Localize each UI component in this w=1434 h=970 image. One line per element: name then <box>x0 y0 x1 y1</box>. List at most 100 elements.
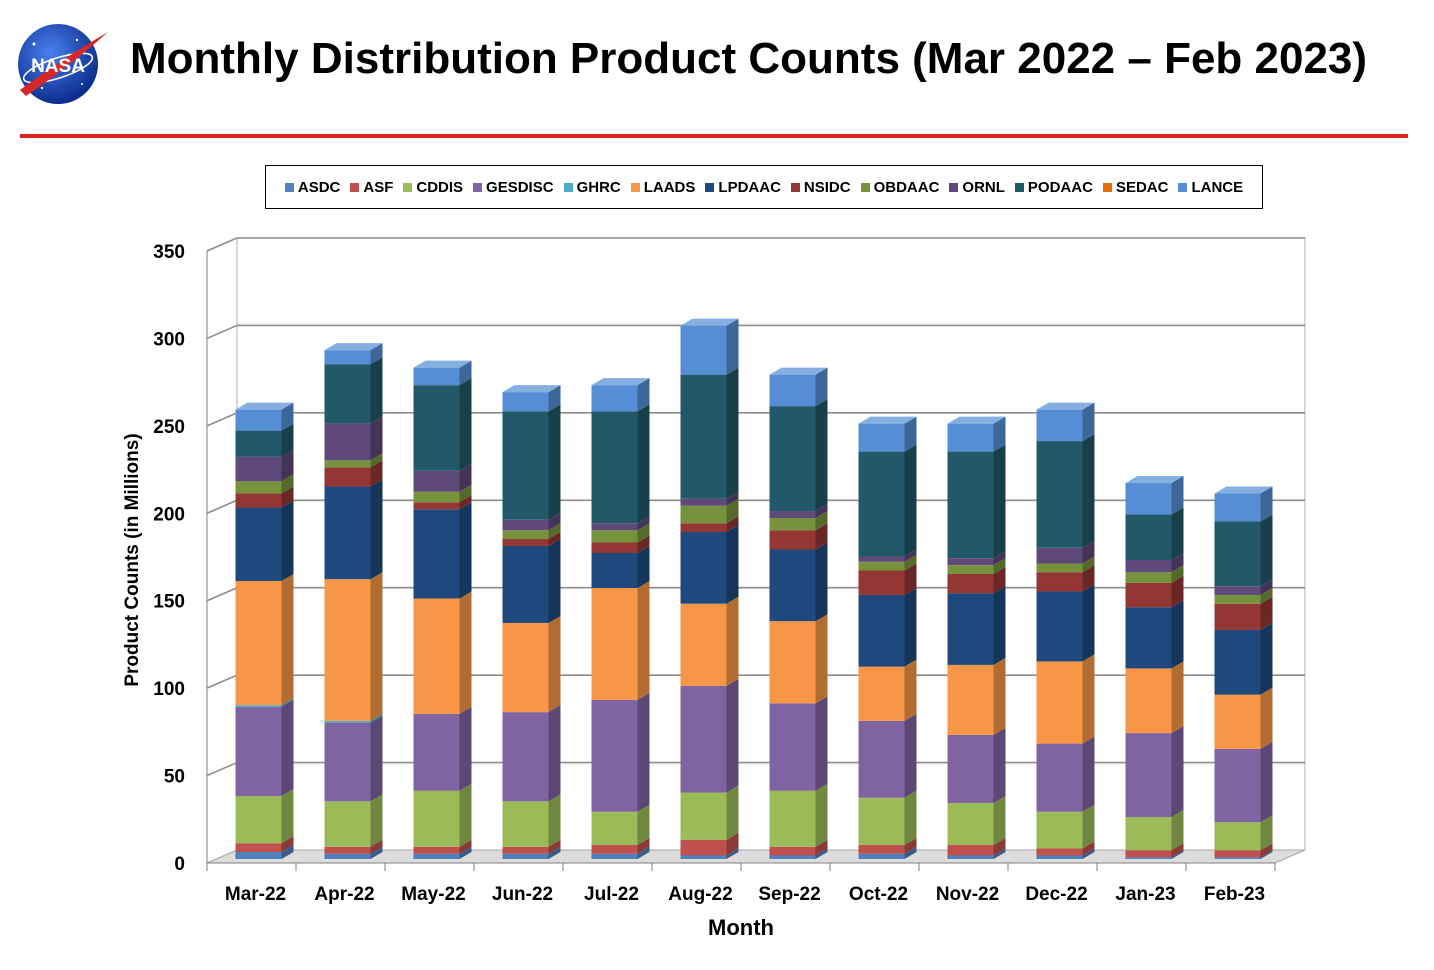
bar-segment-side <box>459 591 472 714</box>
legend-item: GHRC <box>563 178 621 196</box>
bar-segment-side <box>1082 434 1095 548</box>
bar-segment <box>324 364 371 424</box>
legend-swatch <box>949 182 959 192</box>
x-tick-label: Aug-22 <box>668 884 732 905</box>
gridline <box>206 499 238 515</box>
bar-segment <box>324 350 371 365</box>
bar-segment-side <box>370 416 383 461</box>
bar-segment <box>769 374 816 407</box>
legend-swatch <box>403 182 413 192</box>
title-underline <box>20 134 1408 138</box>
legend-label: CDDIS <box>416 178 464 196</box>
bar-segment <box>1214 748 1261 823</box>
bar-segment <box>591 699 638 812</box>
bar-segment <box>1036 441 1083 548</box>
legend-item: OBDAAC <box>860 179 939 196</box>
bar-segment <box>235 430 282 457</box>
bar-segment <box>591 530 638 543</box>
bar-segment-side <box>370 715 383 802</box>
logo-text: NASA <box>31 56 85 77</box>
x-tick-label: Nov-22 <box>936 884 999 905</box>
bar-segment-side <box>1171 575 1184 608</box>
bar-segment-top <box>235 402 294 410</box>
bar-segment-side <box>904 659 917 721</box>
bar-segment-side <box>637 516 650 531</box>
bar-segment <box>858 720 905 798</box>
bar-segment <box>680 685 727 793</box>
bar-segment-side <box>904 563 917 595</box>
bar-segment-side <box>281 845 294 859</box>
bar-segment <box>324 722 371 802</box>
bar-segment-side <box>726 596 739 686</box>
bar-segment <box>1125 850 1172 858</box>
legend-swatch <box>563 182 573 192</box>
bar-segment-side <box>370 794 383 847</box>
bar-segment-side <box>1082 848 1095 859</box>
bar-segment <box>1036 743 1083 812</box>
legend-swatch <box>473 182 483 192</box>
legend-item: LAADS <box>630 179 695 196</box>
bar-segment-side <box>1260 815 1273 851</box>
x-tick-label: Jan-23 <box>1115 884 1175 905</box>
bar-segment <box>1036 855 1083 859</box>
bar-segment-side <box>1260 687 1273 749</box>
bar-segment-side <box>459 839 472 854</box>
bar-segment-side <box>1171 552 1184 573</box>
bar-segment-side <box>459 463 472 492</box>
bar-segment <box>858 845 905 854</box>
bar-segment-side <box>904 838 917 854</box>
bar-segment-side <box>1082 654 1095 744</box>
x-tick-label: Oct-22 <box>849 884 908 905</box>
bar-segment-side <box>726 491 739 506</box>
bar-segment-side <box>726 367 739 499</box>
bar-segment-side <box>370 713 383 723</box>
bar-segment-top <box>1036 402 1095 410</box>
bar-segment-side <box>815 511 828 531</box>
bar-segment-side <box>281 789 294 844</box>
bar-segment <box>1214 857 1261 859</box>
bar-segment-side <box>726 848 739 859</box>
bar-segment <box>947 855 994 859</box>
bar-segment <box>680 523 727 533</box>
bar-segment-side <box>370 479 383 580</box>
bar-segment-side <box>637 378 650 412</box>
bar-segment-top <box>769 367 828 375</box>
bar-segment-side <box>548 404 561 520</box>
bar-segment-side <box>993 586 1006 665</box>
bar-segment <box>1125 514 1172 560</box>
bar-segment <box>947 565 994 574</box>
bar-segment-side <box>993 848 1006 859</box>
bar-segment-side <box>1082 556 1095 573</box>
legend-swatch <box>630 182 640 192</box>
bar-segment-side <box>904 416 917 452</box>
legend-item: CDDIS <box>403 179 463 196</box>
bar-segment <box>591 853 638 859</box>
bar-segment-side <box>1082 584 1095 662</box>
legend-swatch <box>350 182 360 192</box>
bar-segment-side <box>993 551 1006 566</box>
bar-segment <box>502 801 549 847</box>
legend-swatch <box>790 182 800 192</box>
bar-segment-side <box>726 678 739 793</box>
bar-segment <box>769 703 816 791</box>
bar-segment <box>324 720 371 723</box>
bar-segment <box>235 852 282 859</box>
bar-segment <box>413 853 460 859</box>
bar-segment <box>502 519 549 531</box>
bar-segment-side <box>281 699 294 797</box>
legend-label: GHRC <box>576 178 621 196</box>
bar-segment-side <box>726 498 739 524</box>
bar-segment <box>1214 586 1261 595</box>
legend-item: LANCE <box>1178 179 1243 196</box>
bar-segment <box>1125 817 1172 851</box>
bar-segment-side <box>548 705 561 802</box>
bar-segment-top <box>413 360 472 368</box>
bar-segment-side <box>1171 726 1184 818</box>
bar-segment-side <box>637 546 650 588</box>
bar-segment-top <box>324 343 383 351</box>
bar-segment-side <box>1260 486 1273 522</box>
bar-segment-side <box>815 399 828 512</box>
bar-segment-side <box>1260 843 1273 858</box>
bar-segment-side <box>1171 850 1184 859</box>
bar-segment-top <box>1214 486 1273 494</box>
